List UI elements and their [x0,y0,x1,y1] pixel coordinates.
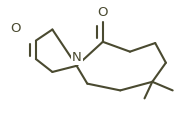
Text: O: O [98,6,108,19]
Text: O: O [10,22,21,35]
Text: N: N [72,51,81,64]
